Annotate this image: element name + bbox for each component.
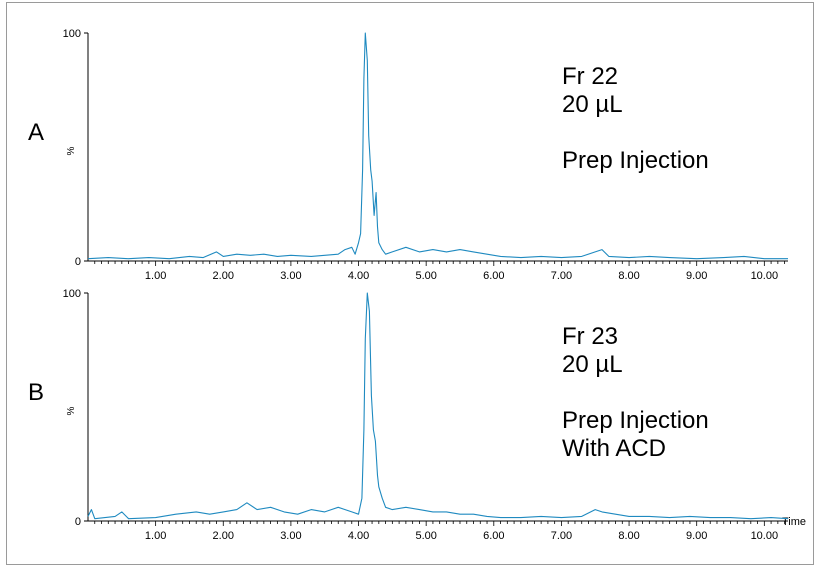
- panel-a-x-tick-label: 2.00: [213, 270, 234, 282]
- panel-a-x-tick-label: 3.00: [280, 270, 301, 282]
- panel-a-x-tick-label: 7.00: [551, 270, 572, 282]
- panel-b-x-tick-label: 4.00: [348, 530, 369, 542]
- panel-b-letter: B: [28, 379, 44, 406]
- panel-b-y-tick-label: 0: [75, 516, 81, 528]
- panel-a-x-tick-label: 8.00: [618, 270, 639, 282]
- panel-b-x-tick-label: 7.00: [551, 530, 572, 542]
- panel-b-y-tick-label: 100: [63, 288, 81, 300]
- panel-a-x-tick-label: 10.00: [751, 270, 779, 282]
- panel-b-y-axis-label: %: [66, 406, 77, 415]
- panel-a-y-tick-label: 100: [63, 28, 81, 40]
- panel-b-x-tick-label: 5.00: [415, 530, 436, 542]
- panel-b-x-tick-label: 3.00: [280, 530, 301, 542]
- panel-b-annotation: Prep Injection: [562, 407, 709, 434]
- panel-a-x-tick-label: 6.00: [483, 270, 504, 282]
- panel-b-trace: [87, 292, 789, 520]
- panel-a-y-axis-label: %: [66, 146, 77, 155]
- panel-b-annotation: Fr 23: [562, 323, 618, 350]
- panel-a-x-tick-label: 9.00: [686, 270, 707, 282]
- panel-b-x-tick-label: 10.00: [751, 530, 779, 542]
- panel-b-x-tick-label: 6.00: [483, 530, 504, 542]
- panel-b-annotation: 20 µL: [562, 351, 623, 378]
- panel-b-x-tick-label: 9.00: [686, 530, 707, 542]
- panel-a-annotation: Prep Injection: [562, 147, 709, 174]
- panel-a-x-tick-label: 4.00: [348, 270, 369, 282]
- figure-frame: [6, 2, 814, 565]
- panel-a-annotation: Fr 22: [562, 63, 618, 90]
- panel-b-x-tick-label: 8.00: [618, 530, 639, 542]
- panel-b-annotation: With ACD: [562, 435, 666, 462]
- panel-a-x-tick-label: 1.00: [145, 270, 166, 282]
- panel-b-x-tick-label: 1.00: [145, 530, 166, 542]
- panel-b-x-axis-title: Time: [782, 516, 806, 528]
- panel-a-letter: A: [28, 119, 44, 146]
- panel-a-x-tick-label: 5.00: [415, 270, 436, 282]
- panel-b-x-tick-label: 2.00: [213, 530, 234, 542]
- panel-a-annotation: 20 µL: [562, 91, 623, 118]
- panel-a-trace: [87, 32, 788, 260]
- panel-a-y-tick-label: 0: [75, 256, 81, 268]
